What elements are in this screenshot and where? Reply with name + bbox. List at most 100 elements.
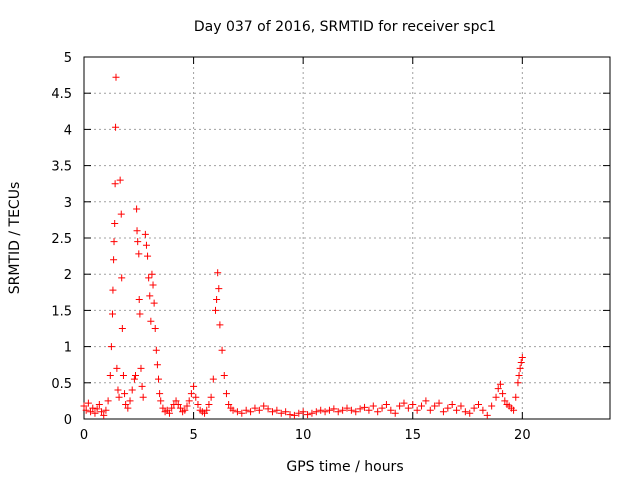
data-point-marker xyxy=(369,402,377,410)
data-point-marker xyxy=(515,372,523,380)
data-point-marker xyxy=(413,406,421,414)
data-point-marker xyxy=(209,375,217,383)
data-point-marker xyxy=(117,210,125,218)
tick-layer: 0 0.5 1 1.5 2 2.5 3 3.5 4 4.5 5 0 5 10 15 20 xyxy=(51,51,610,443)
data-point-marker xyxy=(290,411,298,419)
data-point-marker xyxy=(501,397,509,405)
data-point-marker xyxy=(214,269,222,277)
data-point-marker xyxy=(352,408,360,416)
data-point-marker xyxy=(133,227,141,235)
data-point-marker xyxy=(439,408,447,416)
data-point-marker xyxy=(382,401,390,409)
data-point-marker xyxy=(247,408,255,416)
data-point-marker xyxy=(422,397,430,405)
data-point-marker xyxy=(100,411,108,419)
data-point-marker xyxy=(109,286,117,294)
data-point-marker xyxy=(104,397,112,405)
data-point-marker xyxy=(183,402,191,410)
y-tick-label: 1.5 xyxy=(51,304,72,319)
data-point-marker xyxy=(165,409,173,417)
data-point-marker xyxy=(470,404,478,412)
data-point-marker xyxy=(404,404,412,412)
x-axis-label: GPS time / hours xyxy=(286,459,403,475)
data-point-marker xyxy=(516,364,524,372)
data-point-marker xyxy=(91,409,99,417)
data-point-marker xyxy=(426,406,434,414)
data-point-marker xyxy=(93,405,101,413)
data-point-marker xyxy=(264,405,272,413)
data-point-marker xyxy=(157,397,165,405)
data-point-marker xyxy=(435,399,443,407)
data-point-marker xyxy=(343,404,351,412)
data-point-marker xyxy=(130,375,138,383)
data-point-marker xyxy=(312,408,320,416)
data-point-marker xyxy=(207,393,215,401)
data-point-marker xyxy=(431,402,439,410)
data-point-marker xyxy=(176,404,184,412)
y-tick-label: 1 xyxy=(64,341,72,356)
data-point-marker xyxy=(113,364,121,372)
x-tick-label: 15 xyxy=(404,428,421,443)
data-point-marker xyxy=(110,238,118,246)
data-point-marker xyxy=(356,405,364,413)
x-tick-label: 10 xyxy=(295,428,312,443)
data-point-marker xyxy=(106,372,114,380)
data-point-marker xyxy=(387,406,395,414)
data-point-marker xyxy=(112,123,120,131)
data-point-marker xyxy=(115,393,123,401)
data-point-marker xyxy=(488,402,496,410)
y-tick-label: 3.5 xyxy=(51,160,72,175)
y-tick-label: 0.5 xyxy=(51,377,72,392)
data-point-marker xyxy=(80,402,88,410)
data-point-marker xyxy=(102,406,110,414)
data-point-marker xyxy=(107,343,115,351)
data-point-marker xyxy=(168,404,176,412)
data-point-marker xyxy=(233,408,241,416)
data-point-marker xyxy=(159,404,167,412)
data-point-marker xyxy=(317,406,325,414)
data-point-marker xyxy=(466,409,474,417)
data-point-marker xyxy=(138,382,146,390)
data-point-marker xyxy=(132,372,140,380)
data-point-marker xyxy=(216,321,224,329)
data-point-marker xyxy=(215,285,223,293)
data-point-marker xyxy=(299,408,307,416)
data-point-marker xyxy=(212,306,219,314)
data-point-marker xyxy=(378,404,386,412)
data-point-marker xyxy=(494,385,502,393)
y-tick-label: 4.5 xyxy=(51,87,72,102)
data-point-marker xyxy=(374,408,382,416)
data-point-marker xyxy=(145,274,153,282)
data-point-marker xyxy=(479,406,487,414)
data-point-marker xyxy=(137,364,145,372)
data-point-marker xyxy=(339,406,347,414)
data-point-marker xyxy=(84,399,92,407)
x-tick-label: 0 xyxy=(80,428,88,443)
data-point-marker xyxy=(152,346,160,354)
data-point-marker xyxy=(82,406,90,414)
data-point-marker xyxy=(112,73,120,81)
data-point-marker xyxy=(409,401,417,409)
data-point-marker xyxy=(192,393,200,401)
data-point-marker xyxy=(111,220,119,228)
y-tick-label: 3 xyxy=(64,196,72,211)
data-point-marker xyxy=(133,205,141,213)
data-point-marker xyxy=(483,411,491,419)
data-point-marker xyxy=(114,386,122,394)
data-point-marker xyxy=(517,359,525,367)
y-axis-label: SRMTID / TECUs xyxy=(7,182,23,295)
chart-title: Day 037 of 2016, SRMTID for receiver spc… xyxy=(194,19,496,35)
data-point-marker xyxy=(194,401,202,409)
data-point-marker xyxy=(135,296,143,304)
data-point-marker xyxy=(229,406,237,414)
data-point-marker xyxy=(457,402,465,410)
data-points-layer xyxy=(80,73,526,419)
data-point-marker xyxy=(139,393,147,401)
data-point-marker xyxy=(255,406,263,414)
data-point-marker xyxy=(220,372,228,380)
data-point-marker xyxy=(121,390,129,398)
data-point-marker xyxy=(444,404,452,412)
data-point-marker xyxy=(135,250,143,258)
data-point-marker xyxy=(518,353,526,361)
